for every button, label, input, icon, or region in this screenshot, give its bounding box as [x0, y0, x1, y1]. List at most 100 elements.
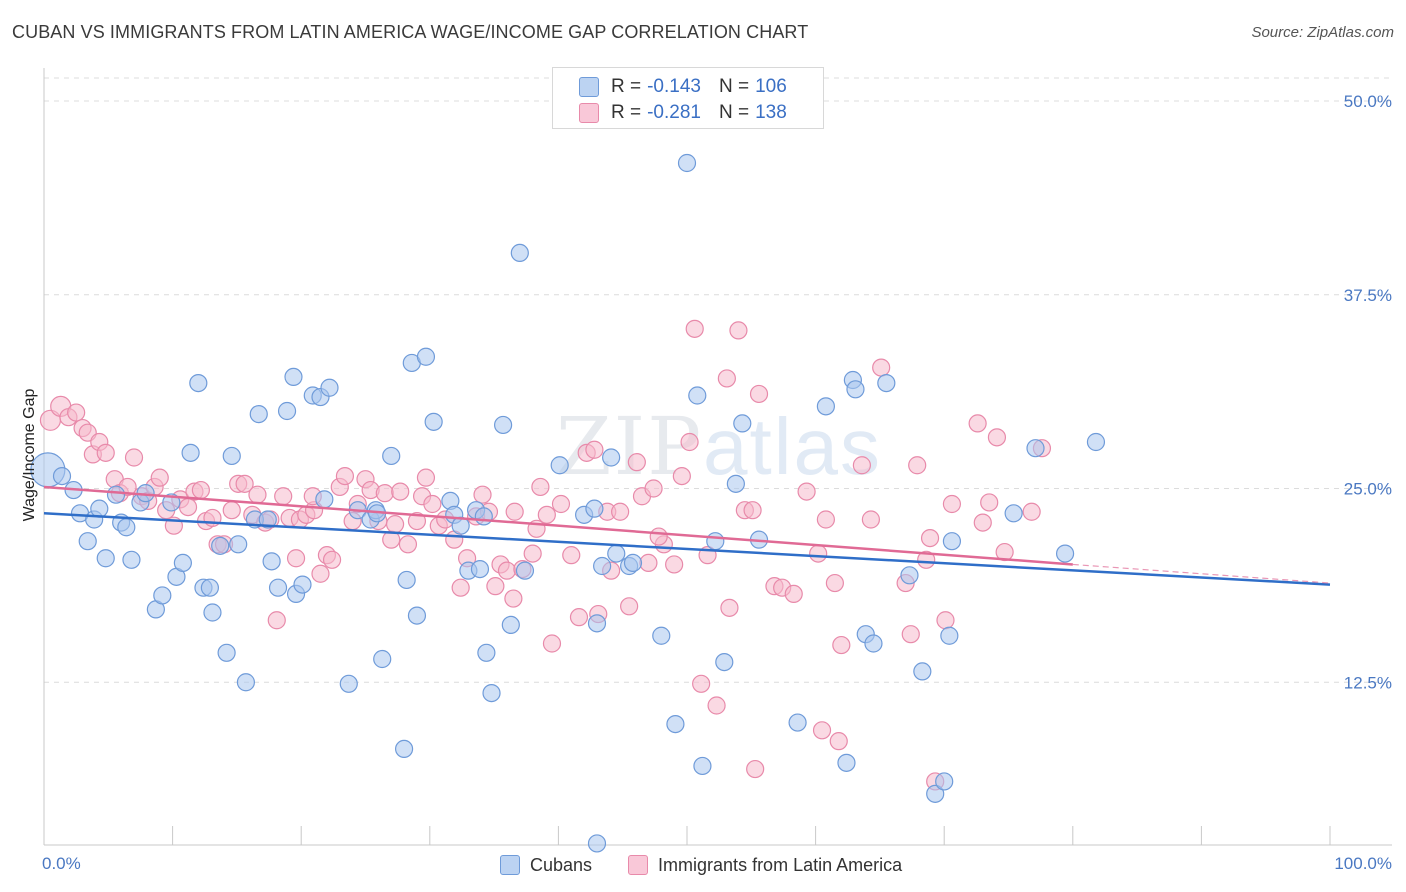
latin-point-115 — [872, 358, 891, 377]
latin-trend-line — [43, 485, 1073, 566]
cuban-point-62 — [494, 415, 513, 435]
cuban-point-97 — [942, 532, 962, 551]
trend-lines — [43, 485, 1331, 586]
x-tick-label-left: 0.0% — [42, 854, 81, 873]
latin-point-8 — [96, 443, 115, 462]
latin-point-127 — [987, 428, 1007, 447]
latin-point-51 — [375, 484, 394, 503]
chart-title: CUBAN VS IMMIGRANTS FROM LATIN AMERICA W… — [12, 22, 809, 42]
latin-point-59 — [423, 494, 442, 514]
latin-point-89 — [639, 553, 658, 573]
latin-point-103 — [743, 501, 762, 520]
cuban-point-63 — [501, 615, 520, 635]
cubans-swatch — [579, 77, 599, 97]
cuban-point-98 — [940, 626, 959, 645]
cuban-point-23 — [203, 603, 222, 622]
latin-point-132 — [829, 732, 848, 751]
cuban-point-83 — [733, 414, 752, 433]
latin-point-101 — [729, 321, 748, 340]
cuban-point-42 — [339, 674, 358, 693]
cuban-point-78 — [688, 386, 707, 405]
cuban-point-1 — [52, 467, 72, 486]
latin-point-54 — [391, 482, 410, 501]
latin-point-120 — [920, 528, 940, 548]
cuban-point-82 — [726, 474, 745, 493]
cuban-point-94 — [913, 662, 932, 681]
latin-point-27 — [222, 501, 241, 520]
cuban-point-27 — [229, 535, 248, 554]
cuban-point-47 — [382, 446, 401, 466]
latin-point-118 — [908, 456, 927, 475]
latin-point-45 — [335, 467, 355, 486]
source-credit: Source: ZipAtlas.com — [1251, 24, 1394, 41]
cuban-point-4 — [78, 532, 97, 551]
latin-point-76 — [542, 634, 562, 653]
cuban-point-8 — [106, 485, 126, 504]
latin-point-123 — [942, 494, 962, 514]
cuban-point-66 — [550, 456, 569, 475]
latin-point-104 — [749, 384, 769, 404]
cuban-point-19 — [181, 443, 200, 462]
cubans-r-value: -0.143 — [647, 76, 701, 97]
latin-point-111 — [825, 573, 844, 593]
latin-point-75 — [537, 505, 556, 524]
latin-point-37 — [286, 549, 306, 568]
cuban-point-101 — [1055, 544, 1075, 563]
latin-r-value: -0.281 — [647, 102, 701, 123]
latin-point-66 — [473, 485, 492, 504]
legend-latin-label: Immigrants from Latin America — [658, 854, 903, 875]
cuban-point-72 — [607, 544, 626, 563]
cuban-point-34 — [277, 401, 297, 421]
latin-point-129 — [1022, 502, 1041, 521]
legend-row-cubans: R = -0.143 N = 106 — [579, 75, 787, 99]
cuban-point-79 — [693, 756, 712, 776]
latin-point-98 — [707, 696, 726, 715]
latin-point-74 — [531, 477, 550, 497]
latin-point-78 — [562, 546, 581, 565]
cuban-point-11 — [122, 550, 141, 569]
cuban-point-25 — [217, 643, 236, 662]
axes — [43, 68, 1392, 846]
latin-point-119 — [917, 550, 936, 569]
y-tick-label-2: 37.5% — [1344, 286, 1392, 305]
cuban-point-16 — [162, 493, 181, 512]
latin-point-73 — [523, 544, 542, 563]
cuban-point-64 — [510, 243, 529, 262]
legend-item-latin: Immigrants from Latin America — [628, 855, 902, 876]
legend-cubans-swatch — [500, 855, 520, 875]
latin-point-41 — [311, 564, 330, 583]
latin-point-90 — [644, 479, 663, 498]
cuban-point-93 — [900, 566, 919, 585]
cuban-point-53 — [424, 412, 443, 431]
latin-point-122 — [936, 611, 955, 630]
latin-point-29 — [235, 474, 254, 493]
cuban-point-100 — [1026, 439, 1045, 458]
cuban-point-28 — [236, 673, 256, 692]
cuban-point-103 — [587, 834, 607, 853]
cuban-point-46 — [373, 649, 392, 669]
cuban-point-61 — [482, 683, 501, 703]
latin-point-112 — [832, 635, 851, 655]
cuban-point-20 — [189, 374, 208, 393]
latin-point-79 — [569, 608, 589, 627]
cubans-trend-line — [43, 512, 1331, 586]
latin-point-94 — [680, 432, 699, 452]
cuban-point-18 — [173, 553, 192, 573]
latin-point-124 — [968, 414, 987, 433]
cuban-point-77 — [677, 153, 697, 173]
cuban-point-81 — [715, 652, 734, 672]
latin-trend-extension — [1072, 563, 1331, 584]
cuban-point-71 — [602, 448, 621, 467]
legend-row-latin: R = -0.281 N = 138 — [579, 101, 787, 125]
cuban-point-69 — [587, 614, 607, 633]
latin-point-56 — [407, 511, 427, 531]
latin-point-131 — [746, 759, 765, 779]
latin-point-113 — [852, 456, 871, 475]
latin-america-points — [39, 319, 1052, 791]
cuban-point-30 — [249, 405, 268, 424]
cuban-point-31 — [258, 510, 277, 529]
latin-swatch — [579, 103, 599, 123]
latin-n-label: N = — [718, 102, 750, 123]
latin-point-95 — [685, 319, 704, 338]
latin-point-85 — [611, 502, 630, 521]
